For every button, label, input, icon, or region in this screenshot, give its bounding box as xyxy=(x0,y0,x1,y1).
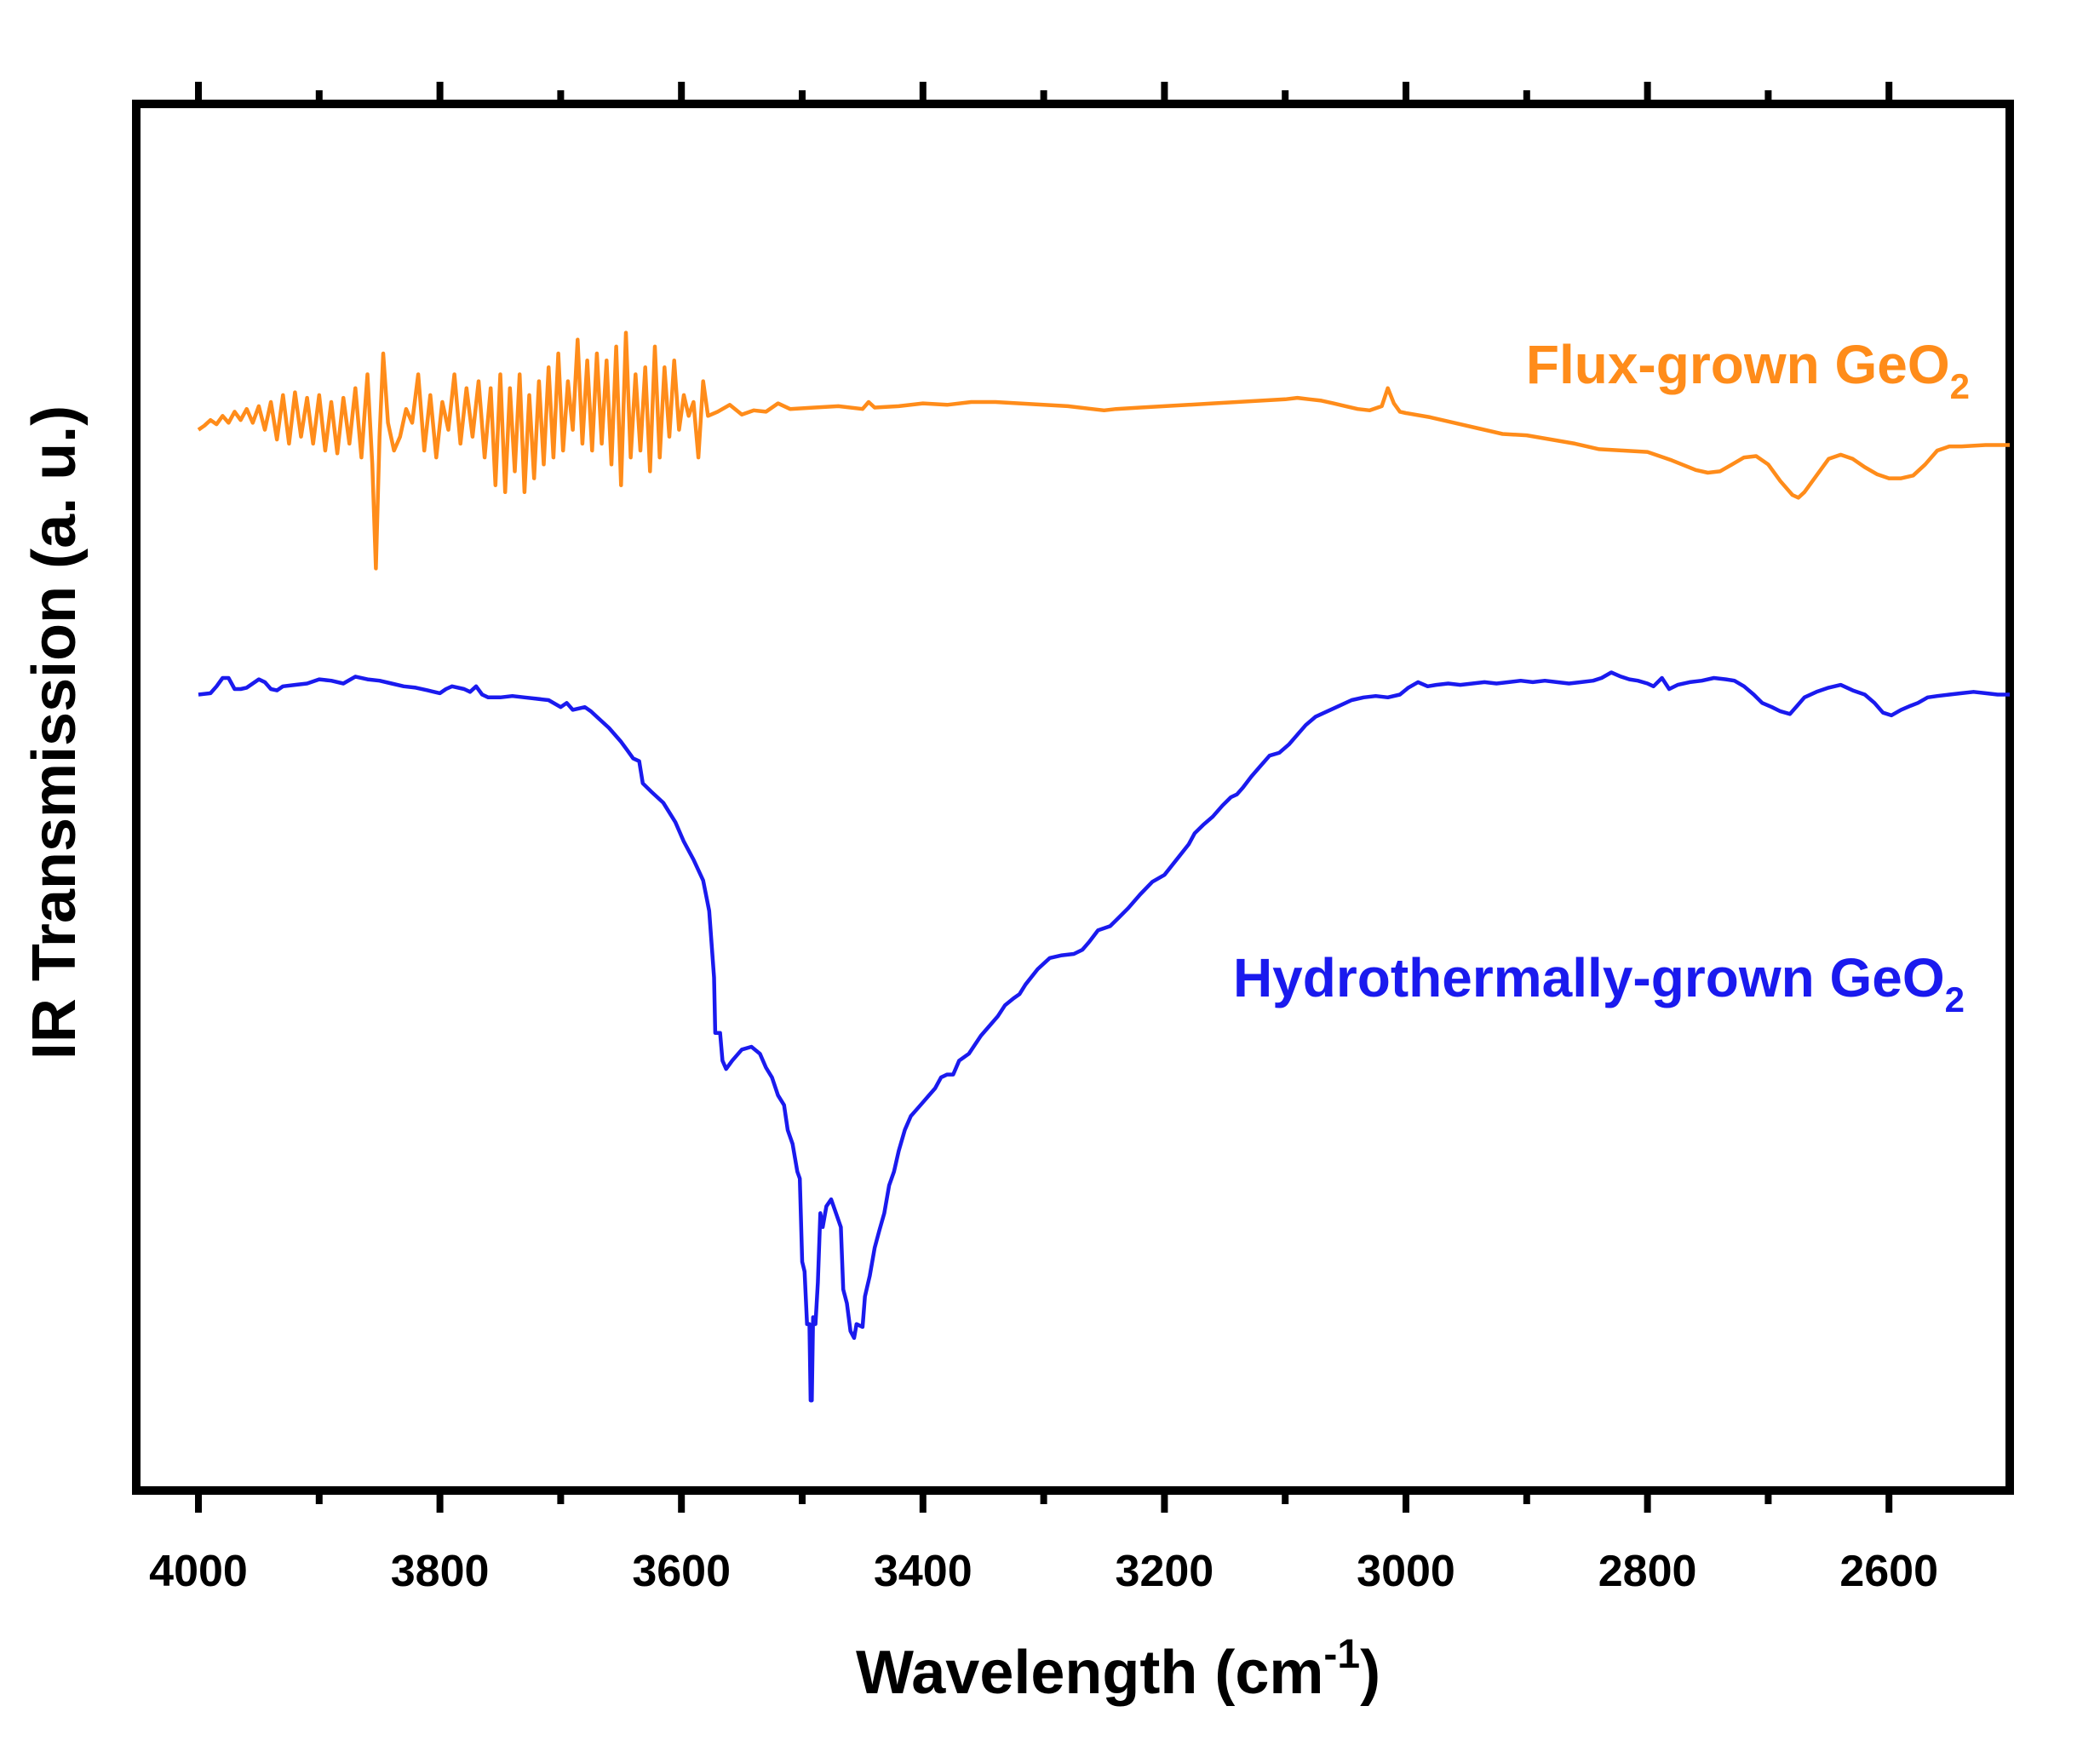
x-tick-label: 3600 xyxy=(632,1547,731,1596)
x-axis-label-exponent: -1 xyxy=(1323,1632,1360,1677)
x-axis-label: Wavelength (cm-1) xyxy=(856,1632,1380,1707)
series-line-hydrothermally-grown xyxy=(198,670,2010,1403)
series-label-flux-grown-subscript: 2 xyxy=(1950,366,1970,406)
x-tick-label: 4000 xyxy=(149,1547,248,1596)
x-axis-label-close: ) xyxy=(1360,1639,1380,1707)
x-tick-label: 2800 xyxy=(1598,1547,1697,1596)
y-axis-label: IR Transmission (a. u.) xyxy=(20,405,89,1060)
series-label-flux-grown-text: Flux-grown GeO xyxy=(1526,334,1950,395)
series-line-flux-grown xyxy=(197,330,2010,571)
x-tick-label: 3800 xyxy=(391,1547,490,1596)
x-tick-label: 3200 xyxy=(1116,1547,1214,1596)
series-label-hydrothermally-grown: Hydrothermally-grown GeO2 xyxy=(1233,947,1965,1020)
x-axis-label-main: Wavelength (cm xyxy=(856,1639,1323,1707)
plot-frame xyxy=(132,100,2014,1495)
x-tick-label: 2600 xyxy=(1839,1547,1938,1596)
series-label-flux-grown: Flux-grown GeO2 xyxy=(1526,334,1970,406)
series-label-hydrothermally-grown-subscript: 2 xyxy=(1945,979,1965,1020)
series-label-hydrothermally-grown-text: Hydrothermally-grown GeO xyxy=(1233,947,1945,1008)
x-tick-label: 3000 xyxy=(1357,1547,1455,1596)
x-tick-label: 3400 xyxy=(874,1547,973,1596)
